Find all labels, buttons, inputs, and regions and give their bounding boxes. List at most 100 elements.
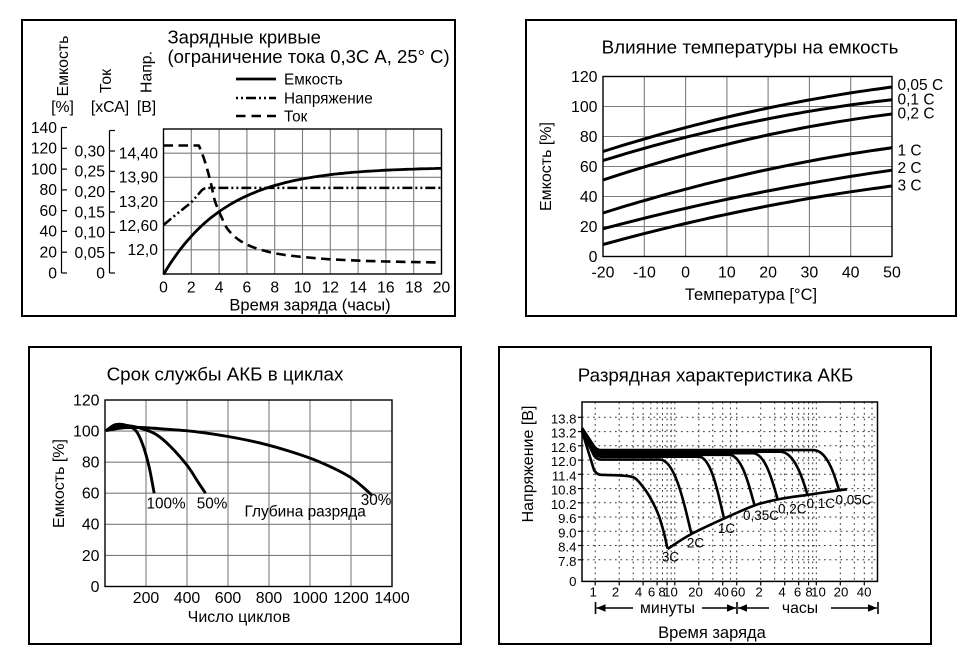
svg-text:Емкость [%]: Емкость [%]: [538, 122, 555, 211]
svg-text:80: 80: [580, 129, 598, 146]
svg-text:10: 10: [811, 585, 826, 600]
svg-text:20: 20: [580, 219, 598, 236]
svg-text:100: 100: [31, 161, 57, 178]
svg-text:18: 18: [405, 280, 423, 297]
svg-text:13.2: 13.2: [551, 426, 577, 441]
svg-text:1000: 1000: [292, 590, 328, 607]
svg-text:0: 0: [91, 579, 100, 596]
svg-text:40: 40: [40, 224, 58, 241]
svg-text:Число циклов: Число циклов: [188, 609, 291, 626]
svg-text:0,2 C: 0,2 C: [898, 106, 935, 123]
svg-text:6: 6: [243, 280, 252, 297]
svg-text:8: 8: [658, 585, 665, 600]
svg-text:0,20: 0,20: [74, 184, 105, 201]
svg-text:8.4: 8.4: [558, 540, 576, 555]
svg-text:60: 60: [731, 585, 746, 600]
svg-text:0: 0: [569, 574, 576, 589]
svg-text:40: 40: [842, 265, 860, 282]
svg-text:Ток: Ток: [98, 69, 115, 93]
svg-text:4: 4: [215, 280, 224, 297]
svg-text:10.8: 10.8: [551, 483, 577, 498]
svg-text:(ограничение тока 0,3С А, 25°: (ограничение тока 0,3С А, 25° С): [168, 46, 450, 67]
svg-text:8: 8: [270, 280, 279, 297]
svg-text:9.0: 9.0: [558, 525, 576, 540]
svg-text:20: 20: [834, 585, 849, 600]
svg-text:50%: 50%: [197, 496, 228, 513]
svg-text:2: 2: [187, 280, 196, 297]
svg-text:200: 200: [133, 590, 160, 607]
svg-text:0: 0: [681, 265, 690, 282]
svg-text:60: 60: [82, 486, 100, 503]
svg-text:40: 40: [857, 585, 872, 600]
svg-text:0: 0: [589, 249, 598, 266]
svg-text:10: 10: [663, 585, 678, 600]
svg-text:1200: 1200: [333, 590, 369, 607]
svg-text:Разрядная характеристика АКБ: Разрядная характеристика АКБ: [578, 365, 854, 386]
svg-text:Напряжение: Напряжение: [284, 91, 373, 108]
svg-text:7.8: 7.8: [558, 554, 576, 569]
svg-text:11.4: 11.4: [552, 468, 577, 483]
svg-text:12: 12: [322, 280, 339, 297]
svg-text:10: 10: [718, 265, 736, 282]
svg-text:12,60: 12,60: [119, 218, 159, 235]
svg-text:0,30: 0,30: [74, 143, 105, 160]
svg-text:9.6: 9.6: [558, 511, 576, 526]
svg-text:Срок службы АКБ в циклах: Срок службы АКБ в циклах: [107, 364, 344, 385]
svg-text:0,1 C: 0,1 C: [898, 91, 935, 108]
svg-text:минуты: минуты: [640, 600, 695, 617]
svg-text:20: 20: [759, 265, 777, 282]
svg-text:30%: 30%: [361, 492, 392, 509]
svg-text:Емкость [%]: Емкость [%]: [51, 439, 68, 528]
svg-text:0,1С: 0,1С: [807, 496, 836, 511]
svg-text:2С: 2С: [687, 536, 705, 551]
svg-text:140: 140: [31, 120, 57, 137]
svg-text:Зарядные кривые: Зарядные кривые: [168, 27, 321, 48]
svg-text:1: 1: [590, 585, 597, 600]
svg-text:3 C: 3 C: [898, 178, 922, 195]
svg-text:600: 600: [215, 590, 242, 607]
svg-text:120: 120: [73, 392, 100, 409]
svg-text:часы: часы: [782, 600, 818, 617]
svg-text:Температура [°C]: Температура [°C]: [685, 286, 817, 304]
svg-text:12.6: 12.6: [551, 440, 577, 455]
svg-text:20: 20: [82, 548, 100, 565]
svg-text:-10: -10: [633, 265, 656, 282]
svg-text:Время заряда: Время заряда: [658, 624, 767, 642]
svg-text:2: 2: [612, 585, 619, 600]
svg-text:0: 0: [159, 280, 168, 297]
svg-text:[хСА]: [хСА]: [91, 99, 129, 116]
svg-text:100: 100: [571, 99, 598, 116]
svg-text:12.0: 12.0: [551, 454, 577, 469]
svg-text:13,20: 13,20: [119, 194, 159, 211]
svg-text:Напряжение [В]: Напряжение [В]: [520, 406, 537, 523]
svg-text:50: 50: [883, 265, 901, 282]
svg-text:10: 10: [294, 280, 312, 297]
svg-text:6: 6: [648, 585, 655, 600]
svg-text:Ток: Ток: [284, 109, 308, 126]
svg-text:13.8: 13.8: [551, 411, 577, 426]
svg-text:13,90: 13,90: [119, 170, 159, 187]
svg-text:40: 40: [714, 585, 729, 600]
svg-text:0,05 C: 0,05 C: [898, 77, 944, 94]
svg-text:20: 20: [688, 585, 703, 600]
svg-text:Время заряда (часы): Время заряда (часы): [229, 297, 390, 315]
svg-text:Емкость: Емкость: [55, 36, 72, 97]
svg-text:1 C: 1 C: [898, 142, 922, 159]
svg-text:0,05: 0,05: [74, 245, 105, 262]
svg-text:Напр.: Напр.: [139, 51, 156, 93]
svg-text:Емкость: Емкость: [284, 72, 343, 89]
svg-text:3С: 3С: [662, 550, 680, 565]
svg-text:4: 4: [778, 585, 785, 600]
svg-text:80: 80: [40, 182, 58, 199]
svg-text:[В]: [В]: [137, 99, 156, 116]
svg-text:14: 14: [349, 280, 367, 297]
svg-text:100%: 100%: [146, 496, 186, 513]
svg-text:0: 0: [48, 265, 57, 282]
svg-text:60: 60: [40, 203, 58, 220]
svg-text:4: 4: [635, 585, 642, 600]
svg-text:Глубина разряда: Глубина разряда: [245, 504, 367, 521]
svg-text:40: 40: [580, 189, 598, 206]
svg-text:2: 2: [755, 585, 762, 600]
svg-text:0,2С: 0,2С: [778, 502, 807, 517]
svg-text:-20: -20: [592, 265, 615, 282]
